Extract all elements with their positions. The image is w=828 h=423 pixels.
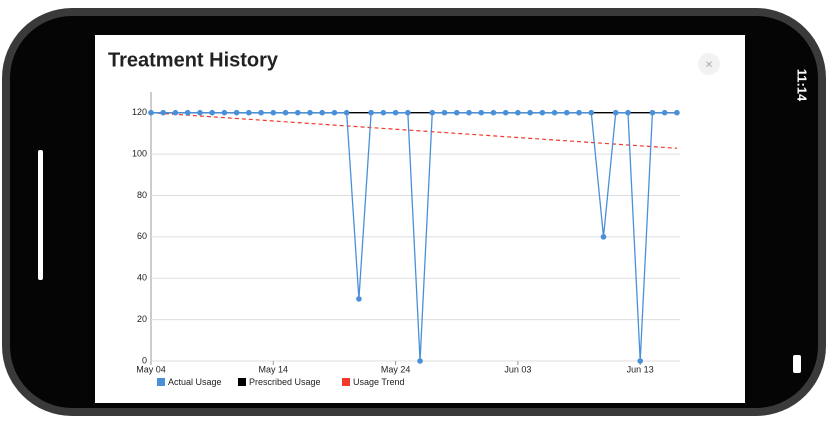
data-point <box>637 358 643 364</box>
data-point <box>246 109 252 116</box>
data-point <box>233 109 240 116</box>
legend-label: Usage Trend <box>353 377 405 387</box>
data-point <box>209 109 215 116</box>
close-button[interactable] <box>698 53 720 75</box>
x-tick-label: Jun 03 <box>504 364 531 374</box>
y-tick-label: 0 <box>142 355 147 365</box>
data-point <box>319 109 326 116</box>
data-point <box>674 109 680 116</box>
data-point <box>649 109 656 116</box>
y-tick-label: 80 <box>137 190 147 200</box>
data-point <box>453 109 460 116</box>
data-point <box>148 109 154 116</box>
legend-swatch <box>157 378 165 386</box>
legend-label: Actual Usage <box>168 377 222 387</box>
data-point <box>539 109 546 116</box>
data-point <box>551 109 558 116</box>
y-tick-label: 120 <box>132 107 147 117</box>
legend-label: Prescribed Usage <box>249 377 321 387</box>
data-point <box>282 109 289 116</box>
data-point <box>527 109 533 116</box>
x-tick-label: May 14 <box>259 364 289 374</box>
data-point <box>661 109 668 116</box>
data-point <box>197 109 203 116</box>
data-point <box>343 109 350 116</box>
data-point <box>490 109 497 116</box>
y-tick-label: 20 <box>137 314 147 324</box>
data-point <box>625 109 631 116</box>
data-point <box>307 109 313 116</box>
data-point <box>160 109 167 116</box>
data-point <box>588 109 595 116</box>
data-point <box>466 109 472 116</box>
data-point <box>478 109 485 116</box>
legend-swatch <box>238 378 246 386</box>
data-point <box>172 109 179 116</box>
y-tick-label: 60 <box>137 231 147 241</box>
data-point <box>380 109 387 116</box>
x-tick-label: May 04 <box>136 364 166 374</box>
data-point <box>294 109 301 116</box>
data-point <box>184 109 191 116</box>
close-icon[interactable]: × <box>705 56 713 71</box>
legend-swatch <box>342 378 350 386</box>
data-point <box>417 358 423 364</box>
data-point <box>441 109 448 116</box>
x-tick-label: May 24 <box>381 364 411 374</box>
data-point <box>564 109 570 116</box>
data-point <box>368 109 374 116</box>
data-point <box>356 296 362 302</box>
x-tick-label: Jun 13 <box>627 364 654 374</box>
data-point <box>331 109 338 116</box>
data-point <box>600 234 607 240</box>
data-point <box>405 109 411 116</box>
battery-icon <box>793 355 801 373</box>
data-point <box>612 109 619 116</box>
data-point <box>221 109 228 116</box>
y-tick-label: 100 <box>132 148 147 158</box>
modal <box>95 35 745 403</box>
chart-title: Treatment History <box>108 49 279 71</box>
series-line <box>150 112 677 149</box>
data-point <box>270 109 277 116</box>
data-point <box>429 109 436 116</box>
data-point <box>576 109 582 116</box>
home-indicator <box>38 150 43 280</box>
status-time: 11:14 <box>795 69 810 102</box>
data-point <box>515 109 521 116</box>
y-tick-label: 40 <box>137 273 147 283</box>
data-point <box>502 109 509 116</box>
data-point <box>258 109 264 116</box>
data-point <box>392 109 399 116</box>
